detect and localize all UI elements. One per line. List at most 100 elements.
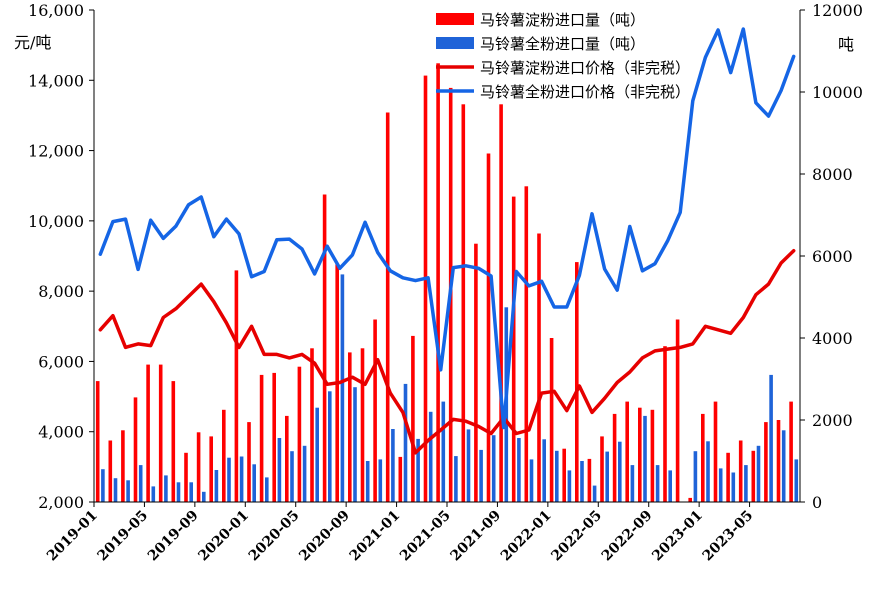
axes-layer: 2,000 4,000 6,000 8,000 10,000 12,000 14,000 16… [28, 1, 863, 564]
bar-starch-volume [789, 401, 793, 502]
bar-starch-volume [297, 366, 302, 502]
bar-starch-volume [461, 104, 466, 503]
bar-starch-volume [121, 430, 125, 503]
bar-flour-volume [113, 478, 118, 502]
bar-flour-volume [353, 387, 357, 502]
x-tick-label: 2019-09 [145, 508, 202, 565]
bar-starch-volume [486, 153, 491, 502]
bar-flour-volume [618, 441, 622, 502]
bar-flour-volume [164, 475, 168, 502]
bar-starch-volume [423, 75, 428, 502]
bar-flour-volume [567, 470, 572, 502]
left-axis-unit: 元/吨 [14, 33, 51, 52]
bar-flour-volume [189, 482, 193, 502]
bar-flour-volume [441, 401, 446, 502]
bar-flour-volume [592, 485, 597, 502]
x-tick-label: 2021-01 [347, 508, 404, 565]
bar-starch-volume [171, 381, 176, 502]
bar-flour-volume [517, 438, 521, 502]
right-tick-label: 0 [812, 493, 822, 512]
bar-flour-volume [101, 469, 105, 502]
x-tick-label: 2019-05 [95, 508, 152, 565]
bar-starch-volume [436, 63, 440, 503]
bar-flour-volume [176, 482, 181, 502]
legend-label-flour-volume: 马铃薯全粉进口量（吨） [480, 35, 645, 53]
x-tick-label: 2020-09 [296, 508, 353, 565]
bar-starch-volume [285, 415, 289, 502]
legend-swatch-starch-volume [436, 13, 474, 25]
bar-flour-volume [290, 451, 294, 502]
bar-flour-volume [265, 477, 269, 502]
bar-starch-volume [411, 335, 415, 502]
bar-starch-volume [713, 401, 718, 502]
bar-flour-volume [655, 465, 660, 502]
legend: 马铃薯淀粉进口量（吨） 马铃薯全粉进口量（吨） 马铃薯淀粉进口价格（非完税） 马… [436, 11, 690, 101]
left-tick-label: 6,000 [38, 352, 84, 371]
bar-starch-volume [751, 450, 756, 503]
left-tick-label: 4,000 [38, 423, 84, 442]
bar-starch-volume [222, 409, 226, 503]
bar-flour-volume [756, 445, 761, 502]
bar-starch-volume [259, 374, 264, 502]
bar-starch-volume [549, 338, 554, 502]
bar-flour-volume [706, 441, 710, 502]
lines-layer [98, 27, 796, 455]
bar-starch-volume [764, 422, 768, 502]
left-tick-label: 2,000 [38, 493, 84, 512]
bar-flour-volume [491, 435, 496, 502]
bar-flour-volume [529, 459, 534, 502]
bar-flour-volume [391, 429, 395, 502]
legend-label-starch-volume: 马铃薯淀粉进口量（吨） [480, 11, 645, 29]
bar-starch-volume [738, 440, 743, 502]
bar-flour-volume [630, 465, 635, 502]
bar-starch-volume [108, 440, 113, 502]
bar-flour-volume [302, 445, 307, 502]
bar-flour-volume [781, 430, 786, 503]
x-tick-label: 2022-09 [599, 508, 656, 565]
bar-flour-volume [794, 459, 799, 502]
bar-flour-volume [138, 465, 143, 502]
bar-flour-volume [365, 461, 370, 502]
line-starch-price [98, 248, 796, 455]
bar-starch-volume [196, 432, 201, 502]
bar-starch-volume [158, 364, 163, 502]
x-tick-label: 2023-05 [700, 508, 757, 565]
bar-flour-volume [555, 450, 559, 503]
bar-starch-volume [95, 381, 100, 502]
bar-flour-volume [340, 274, 345, 502]
x-tick-label: 2022-05 [548, 508, 605, 565]
bar-flour-volume [466, 429, 471, 502]
right-tick-label: 4000 [812, 329, 853, 348]
legend-swatch-flour-volume [436, 37, 474, 49]
bar-starch-volume [322, 194, 327, 502]
bar-flour-volume [580, 461, 584, 502]
left-tick-label: 14,000 [28, 71, 84, 90]
bar-flour-volume [214, 470, 219, 502]
bar-starch-volume [373, 319, 377, 502]
bar-flour-volume [202, 491, 206, 503]
bar-starch-volume [398, 456, 403, 502]
bar-starch-volume [625, 401, 629, 502]
bar-flour-volume [605, 451, 609, 502]
bar-flour-volume [239, 456, 244, 502]
bar-starch-volume [272, 372, 276, 502]
bar-flour-volume [403, 383, 408, 502]
x-tick-label: 2023-01 [649, 508, 706, 565]
bar-starch-volume [146, 364, 150, 502]
bar-starch-volume [474, 243, 478, 502]
legend-label-flour-price: 马铃薯全粉进口价格（非完税） [480, 83, 690, 101]
right-tick-label: 8000 [812, 165, 853, 184]
right-tick-label: 10000 [812, 83, 863, 102]
bar-flour-volume [731, 472, 736, 502]
line-flour-price [98, 27, 796, 430]
bar-starch-volume [348, 352, 352, 502]
left-tick-label: 10,000 [28, 212, 84, 231]
x-tick-label: 2020-05 [246, 508, 303, 565]
bar-starch-volume [524, 186, 529, 503]
bar-starch-volume [638, 407, 642, 502]
bar-starch-volume [499, 104, 503, 503]
bar-flour-volume [542, 439, 546, 502]
bar-starch-volume [776, 420, 781, 502]
